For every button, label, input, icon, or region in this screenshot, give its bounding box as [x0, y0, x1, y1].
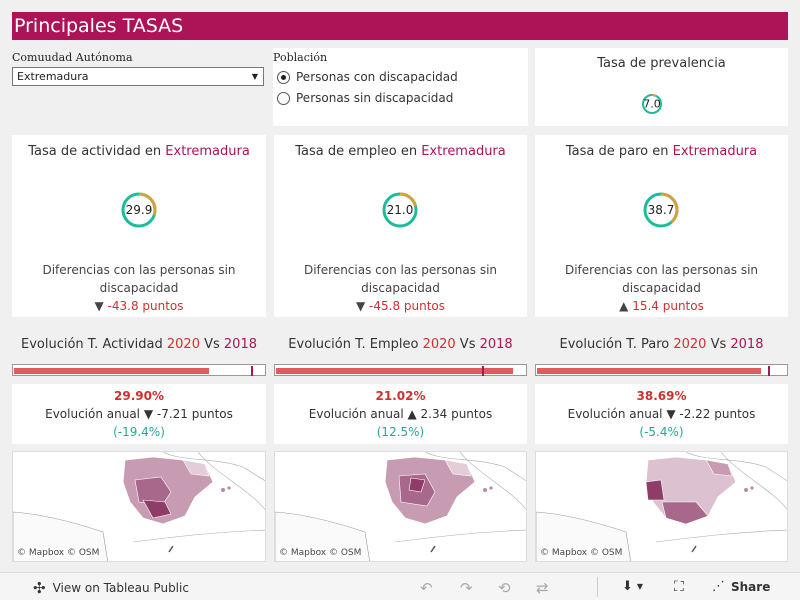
kpi-diff: Diferencias con las personas sin discapa…	[303, 263, 498, 313]
population-radio-with[interactable]: Personas con discapacidad	[277, 70, 458, 84]
bar-fill-2020	[14, 368, 209, 374]
kpi-title: Tasa de empleo en Extremadura	[295, 144, 506, 159]
arrow-down-icon: ▼	[143, 407, 154, 421]
share-button[interactable]: ⋰ Share	[712, 579, 770, 594]
annual-change: Evolución anual ▲ 2.34 puntos	[308, 407, 493, 421]
bar-reference-2018	[250, 366, 253, 376]
prevalence-card: Tasa de prevalencia 7.0	[535, 48, 788, 126]
kpi-ring: 29.9	[121, 192, 157, 228]
arrow-up-icon: ▲	[407, 407, 417, 421]
population-option-label: Personas sin discapacidad	[296, 91, 454, 105]
download-button[interactable]: ⬇ ▼	[622, 579, 643, 594]
refresh-button[interactable]: ⇄	[536, 579, 549, 597]
kpi-diff: Diferencias con las personas sin discapa…	[42, 263, 236, 313]
share-label: Share	[731, 579, 771, 594]
arrow-down-icon: ▼	[666, 407, 676, 421]
evolution-title-activity: Evolución T. Actividad 2020 Vs 2018	[20, 337, 257, 352]
spain-map-icon	[13, 452, 265, 561]
prevalence-ring: 7.0	[641, 93, 663, 115]
map-attribution[interactable]: © Mapbox © OSM	[17, 548, 100, 558]
kpi-ring-chart	[121, 192, 157, 228]
annual-change: Evolución anual ▼ -2.22 puntos	[567, 407, 756, 421]
kpi-diff: Diferencias con las personas sin discapa…	[564, 263, 759, 313]
population-radio-without[interactable]: Personas sin discapacidad	[277, 91, 453, 105]
redo-button[interactable]: ↷	[460, 579, 473, 597]
spain-map-icon	[275, 452, 526, 561]
annual-change-percent: (-19.4%)	[113, 425, 165, 439]
bar-fill-2020	[276, 368, 513, 374]
annual-change: Evolución anual ▼ -7.21 puntos	[45, 407, 233, 421]
dashboard-title: Principales TASAS	[12, 12, 788, 40]
arrow-down-icon: ▼	[94, 299, 104, 313]
kpi-title: Tasa de actividad en Extremadura	[28, 144, 250, 159]
kpi-card-activity: Tasa de actividad en Extremadura 29.9 Di…	[12, 135, 266, 317]
kpi-ring-chart	[382, 192, 418, 228]
evolution-title-employment: Evolución T. Empleo 2020 Vs 2018	[288, 337, 513, 352]
kpi-card-employment: Tasa de empleo en Extremadura 21.0 Difer…	[274, 135, 527, 317]
kpi-card-unemployment: Tasa de paro en Extremadura 38.7 Diferen…	[535, 135, 788, 317]
download-icon: ⬇	[622, 579, 633, 594]
share-icon: ⋰	[712, 579, 725, 594]
annual-card-activity: 29.90% Evolución anual ▼ -7.21 puntos (-…	[12, 384, 266, 444]
view-on-tableau-public-label: View on Tableau Public	[52, 581, 189, 595]
evolution-bar-unemployment[interactable]	[535, 364, 788, 376]
kpi-value: 21.0	[386, 203, 414, 217]
evolution-bar-employment[interactable]	[274, 364, 527, 376]
population-filter-label: Población	[273, 51, 328, 64]
bar-fill-2020	[537, 368, 762, 374]
kpi-value: 38.7	[647, 203, 675, 217]
chevron-down-icon: ▼	[636, 582, 644, 591]
annual-change-percent: (12.5%)	[376, 425, 425, 439]
bar-reference-2018	[481, 366, 484, 376]
kpi-ring-chart	[643, 192, 679, 228]
radio-unselected-icon[interactable]	[277, 91, 290, 105]
kpi-title: Tasa de paro en Extremadura	[565, 144, 758, 159]
kpi-value: 29.9	[125, 203, 153, 217]
annual-card-unemployment: 38.69% Evolución anual ▼ -2.22 puntos (-…	[535, 384, 788, 444]
revert-button[interactable]: ⟲	[498, 579, 511, 597]
divider	[597, 577, 598, 597]
spain-map-icon	[536, 452, 787, 561]
prevalence-value: 7.0	[643, 97, 661, 111]
tableau-toolbar: ✣ View on Tableau Public ↶ ↷ ⟲ ⇄ ⬇ ▼ ⛶ ⋰…	[0, 572, 800, 600]
region-select[interactable]: Extremadura ▼	[12, 67, 264, 86]
region-select-value: Extremadura	[17, 70, 89, 83]
map-employment[interactable]: © Mapbox © OSM	[274, 451, 527, 562]
evolution-bar-activity[interactable]	[12, 364, 266, 376]
kpi-ring: 21.0	[382, 192, 418, 228]
map-attribution[interactable]: © Mapbox © OSM	[540, 548, 623, 558]
map-attribution[interactable]: © Mapbox © OSM	[279, 548, 362, 558]
chevron-down-icon[interactable]: ▼	[251, 72, 258, 81]
annual-card-employment: 21.02% Evolución anual ▲ 2.34 puntos (12…	[274, 384, 527, 444]
map-unemployment[interactable]: © Mapbox © OSM	[535, 451, 788, 562]
undo-button[interactable]: ↶	[420, 579, 433, 597]
annual-change-percent: (-5.4%)	[639, 425, 684, 439]
radio-selected-icon[interactable]	[277, 70, 290, 84]
evolution-percent: 38.69%	[636, 389, 687, 403]
prevalence-ring-chart	[642, 94, 662, 114]
evolution-title-unemployment: Evolución T. Paro 2020 Vs 2018	[559, 337, 764, 352]
population-filter-card	[273, 48, 528, 126]
arrow-down-icon: ▼	[355, 299, 366, 313]
arrow-up-icon: ▲	[619, 299, 629, 313]
kpi-ring: 38.7	[643, 192, 679, 228]
bar-reference-2018	[767, 366, 770, 376]
prevalence-title: Tasa de prevalencia	[597, 56, 726, 71]
view-on-tableau-public-link[interactable]: ✣ View on Tableau Public	[33, 579, 189, 597]
fullscreen-button[interactable]: ⛶	[674, 579, 684, 595]
population-option-label: Personas con discapacidad	[296, 70, 458, 84]
region-filter-label: Comuudad Autónoma	[12, 51, 133, 64]
evolution-percent: 29.90%	[114, 389, 164, 403]
evolution-percent: 21.02%	[375, 389, 426, 403]
tableau-logo-icon: ✣	[33, 579, 46, 597]
map-activity[interactable]: © Mapbox © OSM	[12, 451, 266, 562]
